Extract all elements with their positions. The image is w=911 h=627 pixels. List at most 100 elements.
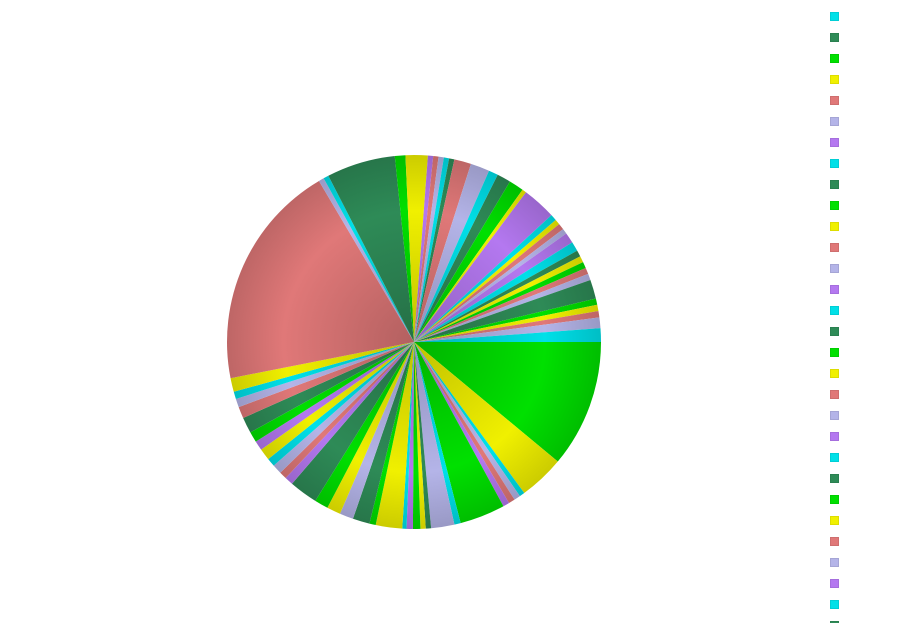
pie-slice-12 (412, 342, 421, 530)
pie-slice-67 (414, 317, 601, 342)
pie-slice-15 (375, 342, 414, 529)
pie-slice-20 (315, 342, 414, 508)
pie-slice-43 (414, 157, 450, 342)
legend-item (828, 73, 898, 85)
pie-slice-60 (414, 262, 586, 342)
pie-slice-41 (414, 155, 439, 342)
pie-slice-51 (414, 192, 552, 342)
legend-swatch (830, 117, 839, 126)
legend-swatch (830, 474, 839, 483)
legend-swatch (830, 348, 839, 357)
pie-slice-57 (414, 242, 578, 342)
pie-slice-32 (233, 342, 414, 399)
pie-slice-22 (285, 342, 414, 484)
pie-slice-21 (291, 342, 414, 501)
legend-swatch (830, 222, 839, 231)
legend-item (828, 241, 898, 253)
pie-slice-50 (414, 189, 526, 342)
legend-swatch (830, 390, 839, 399)
pie-slice-68 (414, 328, 601, 342)
legend-swatch (830, 516, 839, 525)
legend-swatch (830, 264, 839, 273)
pie-slice-13 (406, 342, 414, 529)
pie-slice-31 (235, 342, 414, 408)
pie-slice-5 (414, 342, 515, 504)
legend-item (828, 115, 898, 127)
pie-slice-53 (414, 219, 560, 342)
legend-swatch (830, 411, 839, 420)
pie-slice-35 (318, 178, 414, 342)
pie-slice-26 (261, 342, 414, 460)
legend-item (828, 556, 898, 568)
pie-slice-2 (414, 342, 558, 494)
pie-slice-8 (414, 342, 461, 525)
legend (828, 10, 898, 623)
legend-swatch (830, 432, 839, 441)
legend-swatch (830, 54, 839, 63)
legend-item (828, 262, 898, 274)
legend-swatch (830, 621, 839, 623)
legend-item (828, 388, 898, 400)
legend-item (828, 325, 898, 337)
pie-slice-4 (414, 342, 520, 500)
pie-slice-44 (414, 158, 455, 342)
pie-slice-25 (268, 342, 414, 466)
legend-swatch (830, 579, 839, 588)
legend-item (828, 199, 898, 211)
pie-slice-37 (328, 155, 414, 342)
legend-item (828, 472, 898, 484)
legend-item (828, 136, 898, 148)
pie-slice-52 (414, 215, 556, 342)
pie-slice-47 (414, 170, 498, 342)
pie-slice-29 (243, 342, 414, 433)
legend-swatch (830, 453, 839, 462)
pie-slice-38 (394, 155, 414, 342)
pie-slice-33 (230, 342, 414, 392)
legend-item (828, 409, 898, 421)
legend-item (828, 10, 898, 22)
legend-swatch (830, 495, 839, 504)
pie-slice-23 (280, 342, 414, 478)
pie-slice-63 (414, 279, 596, 342)
pie-slice-48 (414, 174, 510, 342)
legend-item (828, 619, 898, 623)
legend-item (828, 178, 898, 190)
pie-slice-14 (402, 342, 414, 529)
pie-slice-27 (255, 342, 414, 450)
legend-item (828, 52, 898, 64)
pie-slice-24 (273, 342, 414, 473)
legend-item (828, 535, 898, 547)
pie-slice-34 (226, 180, 414, 379)
pie-slice-55 (414, 229, 567, 342)
legend-swatch (830, 306, 839, 315)
legend-swatch (830, 75, 839, 84)
pie-slice-18 (339, 342, 414, 519)
pie-slice-39 (405, 155, 428, 342)
legend-swatch (830, 537, 839, 546)
legend-swatch (830, 96, 839, 105)
legend-item (828, 598, 898, 610)
pie-slice-17 (352, 342, 414, 524)
pie-slice-10 (414, 342, 432, 529)
pie-slice-3 (414, 342, 525, 497)
legend-item (828, 283, 898, 295)
legend-item (828, 31, 898, 43)
pie-slice-56 (414, 233, 573, 342)
pie-slice-7 (414, 342, 504, 524)
legend-item (828, 577, 898, 589)
pie-slice-42 (414, 156, 444, 342)
legend-item (828, 367, 898, 379)
pie-slice-49 (414, 181, 523, 342)
pie-slice-40 (414, 155, 434, 342)
legend-swatch (830, 600, 839, 609)
pie-slice-28 (250, 342, 414, 442)
pie-slice-6 (414, 342, 510, 507)
pie-slice-62 (414, 273, 591, 342)
pie-slice-9 (414, 342, 455, 529)
legend-swatch (830, 558, 839, 567)
legend-item (828, 493, 898, 505)
legend-item (828, 514, 898, 526)
pie-slice-59 (414, 256, 584, 342)
